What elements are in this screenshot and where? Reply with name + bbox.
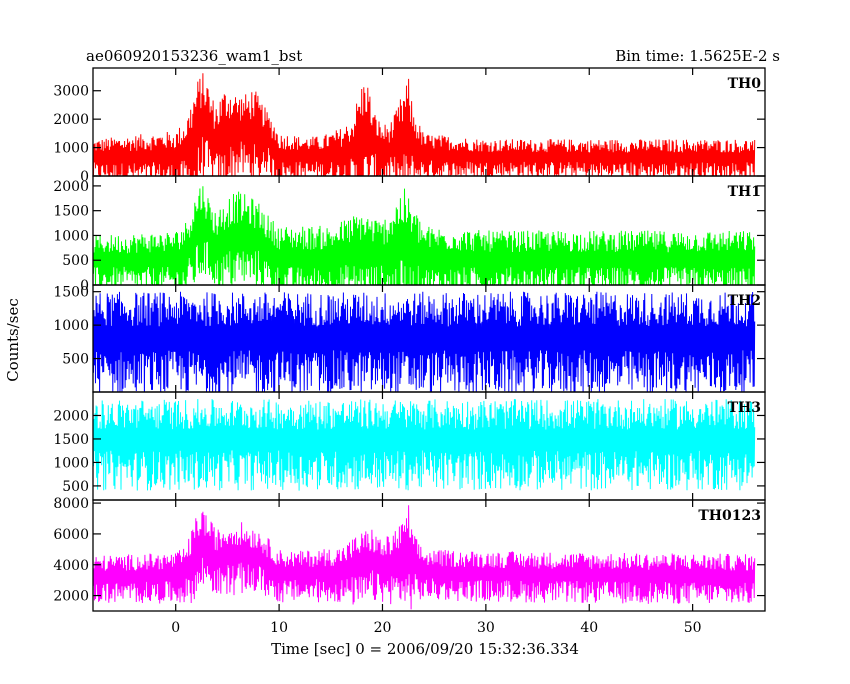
bin-time-label: Bin time: 1.5625E-2 s bbox=[615, 47, 780, 65]
y-tick-label: 1000 bbox=[53, 141, 89, 157]
y-tick-label: 1500 bbox=[53, 432, 89, 448]
panel-frame bbox=[92, 499, 766, 612]
chart-title: ae060920153236_wam1_bst bbox=[86, 47, 302, 65]
panel-th0123: 2000 4000 6000 8000 TH0123 bbox=[53, 496, 766, 612]
y-tick-label: 2000 bbox=[53, 179, 89, 195]
x-axis-label: Time [sec] 0 = 2006/09/20 15:32:36.334 bbox=[271, 640, 579, 658]
x-tick-label: 10 bbox=[270, 620, 288, 636]
panel-label: TH1 bbox=[728, 184, 761, 200]
y-tick-label: 1500 bbox=[53, 285, 89, 301]
y-tick-label: 6000 bbox=[53, 527, 89, 543]
y-tick-label: 4000 bbox=[53, 558, 89, 574]
x-tick-label: 20 bbox=[374, 620, 392, 636]
y-tick-label: 3000 bbox=[53, 84, 89, 100]
y-tick-label: 1500 bbox=[53, 204, 89, 220]
panel-th1: 0 500 1000 1500 2000 TH1 bbox=[53, 175, 766, 294]
y-tick-label: 0 bbox=[80, 169, 89, 185]
panel-th3: 500 1000 1500 2000 TH3 bbox=[53, 391, 766, 501]
y-tick-label: 2000 bbox=[53, 589, 89, 605]
y-tick-label: 1000 bbox=[53, 228, 89, 244]
x-tick-label: 30 bbox=[477, 620, 495, 636]
series-line-th0 bbox=[93, 73, 756, 176]
panel-th0: 0 1000 2000 3000 TH0 bbox=[53, 67, 766, 185]
series-line-th3 bbox=[93, 399, 756, 491]
x-tick-label: 40 bbox=[580, 620, 598, 636]
y-tick-label: 0 bbox=[80, 278, 89, 294]
series-line-th0123 bbox=[93, 505, 756, 610]
y-tick-label: 8000 bbox=[53, 496, 89, 512]
y-tick-label: 500 bbox=[62, 352, 89, 368]
y-axis-label: Counts/sec bbox=[4, 298, 22, 382]
y-tick-label: 1000 bbox=[53, 318, 89, 334]
x-tick-label: 50 bbox=[684, 620, 702, 636]
panel-label: TH3 bbox=[728, 400, 761, 416]
panel-th2: 500 1000 1500 TH2 bbox=[53, 284, 766, 393]
series-line-th1 bbox=[93, 186, 756, 285]
panels: 0 1000 2000 3000 TH0 0 500 1000 1500 2000 TH1 500 10… bbox=[53, 67, 766, 612]
y-tick-label: 2000 bbox=[53, 112, 89, 128]
panel-label: TH0123 bbox=[698, 508, 761, 524]
y-tick-label: 500 bbox=[62, 479, 89, 495]
y-tick-label: 500 bbox=[62, 253, 89, 269]
panel-label: TH2 bbox=[728, 293, 761, 309]
panel-label: TH0 bbox=[728, 76, 762, 92]
x-tick-label: 0 bbox=[171, 620, 180, 636]
series-line-th2 bbox=[93, 291, 756, 392]
x-axis: 0 10 20 30 40 50 bbox=[171, 620, 701, 636]
y-tick-label: 1000 bbox=[53, 455, 89, 471]
y-tick-label: 2000 bbox=[53, 408, 89, 424]
